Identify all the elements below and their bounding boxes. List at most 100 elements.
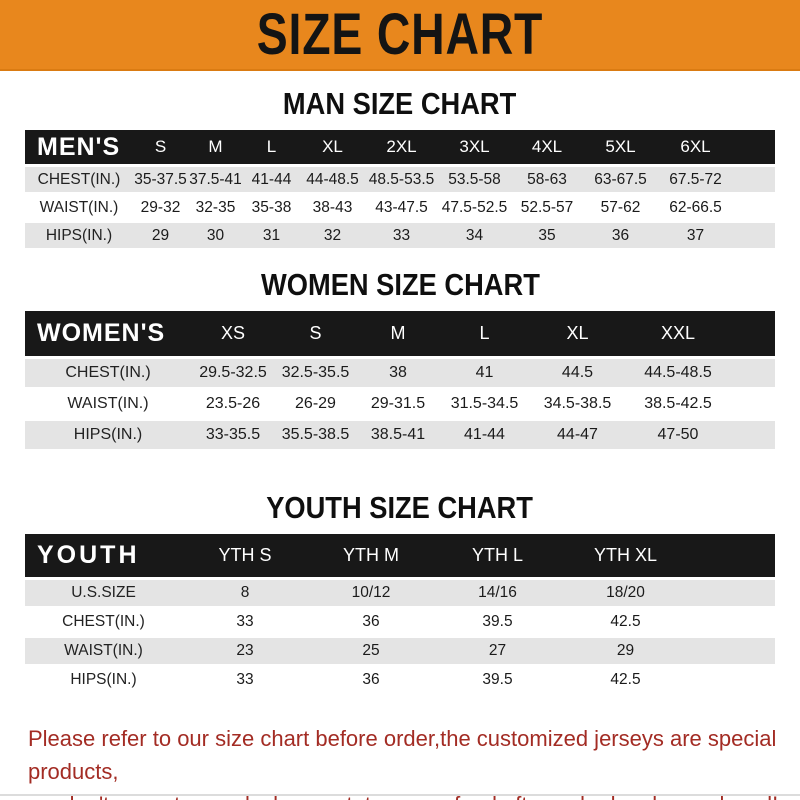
men-hips-row: HIPS(IN.) 29 30 31 32 33 34 35 36 37 — [25, 223, 775, 248]
men-size-table: MEN'S S M L XL 2XL 3XL 4XL 5XL 6XL CHEST… — [25, 127, 775, 251]
women-col-spacer — [730, 311, 775, 356]
cell: 29 — [133, 223, 188, 248]
cell: 33 — [182, 609, 308, 635]
cell: 47.5-52.5 — [438, 195, 511, 220]
cell: 48.5-53.5 — [365, 167, 438, 192]
bottom-divider — [0, 794, 800, 796]
cell: 58-63 — [511, 167, 583, 192]
cell: 10/12 — [308, 580, 434, 606]
men-chest-row: CHEST(IN.) 35-37.5 37.5-41 41-44 44-48.5… — [25, 167, 775, 192]
cell: 29-32 — [133, 195, 188, 220]
men-table-label: MEN'S — [25, 130, 133, 164]
cell: 30 — [188, 223, 243, 248]
youth-section-heading-text: YOUTH SIZE CHART — [266, 490, 534, 525]
cell: 32 — [300, 223, 365, 248]
men-waist-row: WAIST(IN.) 29-32 32-35 35-38 38-43 43-47… — [25, 195, 775, 220]
cell: 33 — [182, 667, 308, 693]
men-col-s: S — [133, 130, 188, 164]
cell: 42.5 — [561, 667, 690, 693]
cell: 38.5-41 — [356, 421, 440, 449]
cell: 8 — [182, 580, 308, 606]
order-note: Please refer to our size chart before or… — [28, 722, 800, 800]
women-col-m: M — [356, 311, 440, 356]
youth-header-row: YOUTH YTH S YTH M YTH L YTH XL — [25, 534, 775, 577]
women-header-row: WOMEN'S XS S M L XL XXL — [25, 311, 775, 356]
cell: 42.5 — [561, 609, 690, 635]
cell: 44.5-48.5 — [626, 359, 730, 387]
cell: 44-47 — [529, 421, 626, 449]
cell: 34.5-38.5 — [529, 390, 626, 418]
men-header-row: MEN'S S M L XL 2XL 3XL 4XL 5XL 6XL — [25, 130, 775, 164]
youth-section-heading: YOUTH SIZE CHART — [0, 490, 800, 526]
cell: 44-48.5 — [300, 167, 365, 192]
cell-spacer — [730, 390, 775, 418]
youth-hips-row: HIPS(IN.) 33 36 39.5 42.5 — [25, 667, 775, 693]
cell: 62-66.5 — [658, 195, 733, 220]
youth-chest-row: CHEST(IN.) 33 36 39.5 42.5 — [25, 609, 775, 635]
youth-table-label: YOUTH — [25, 534, 182, 577]
cell: 31 — [243, 223, 300, 248]
cell: 32.5-35.5 — [275, 359, 356, 387]
cell: 35-37.5 — [133, 167, 188, 192]
cell-spacer — [690, 638, 775, 664]
women-hips-row: HIPS(IN.) 33-35.5 35.5-38.5 38.5-41 41-4… — [25, 421, 775, 449]
cell: 29-31.5 — [356, 390, 440, 418]
youth-waist-row: WAIST(IN.) 23 25 27 29 — [25, 638, 775, 664]
men-col-5xl: 5XL — [583, 130, 658, 164]
women-col-xl: XL — [529, 311, 626, 356]
page-title: SIZE CHART — [256, 2, 544, 67]
women-col-xxl: XXL — [626, 311, 730, 356]
men-col-l: L — [243, 130, 300, 164]
women-size-table: WOMEN'S XS S M L XL XXL CHEST(IN.) 29.5-… — [25, 308, 775, 452]
cell: 31.5-34.5 — [440, 390, 529, 418]
youth-col-xl: YTH XL — [561, 534, 690, 577]
cell: 52.5-57 — [511, 195, 583, 220]
cell: 41-44 — [243, 167, 300, 192]
banner: SIZE CHART — [0, 0, 800, 71]
youth-ussize-row: U.S.SIZE 8 10/12 14/16 18/20 — [25, 580, 775, 606]
women-chest-row: CHEST(IN.) 29.5-32.5 32.5-35.5 38 41 44.… — [25, 359, 775, 387]
cell: 47-50 — [626, 421, 730, 449]
cell: 43-47.5 — [365, 195, 438, 220]
youth-size-table: YOUTH YTH S YTH M YTH L YTH XL U.S.SIZE … — [25, 531, 775, 696]
cell: 36 — [308, 667, 434, 693]
men-section-heading: MAN SIZE CHART — [0, 86, 800, 122]
cell: 41-44 — [440, 421, 529, 449]
row-label: HIPS(IN.) — [25, 421, 191, 449]
cell: 34 — [438, 223, 511, 248]
cell: 37.5-41 — [188, 167, 243, 192]
cell: 27 — [434, 638, 561, 664]
cell: 38 — [356, 359, 440, 387]
youth-section: YOUTH SIZE CHART YOUTH YTH S YTH M YTH L… — [0, 490, 800, 696]
women-col-l: L — [440, 311, 529, 356]
row-label: HIPS(IN.) — [25, 223, 133, 248]
cell: 63-67.5 — [583, 167, 658, 192]
cell: 41 — [440, 359, 529, 387]
cell: 25 — [308, 638, 434, 664]
cell: 29 — [561, 638, 690, 664]
cell: 38-43 — [300, 195, 365, 220]
cell: 33-35.5 — [191, 421, 275, 449]
cell: 67.5-72 — [658, 167, 733, 192]
youth-col-spacer — [690, 534, 775, 577]
women-col-xs: XS — [191, 311, 275, 356]
cell: 39.5 — [434, 609, 561, 635]
youth-col-m: YTH M — [308, 534, 434, 577]
cell: 53.5-58 — [438, 167, 511, 192]
cell: 35 — [511, 223, 583, 248]
cell-spacer — [690, 580, 775, 606]
cell: 35-38 — [243, 195, 300, 220]
women-section-heading: WOMEN SIZE CHART — [0, 267, 800, 303]
cell-spacer — [733, 223, 775, 248]
men-col-m: M — [188, 130, 243, 164]
cell: 14/16 — [434, 580, 561, 606]
cell: 35.5-38.5 — [275, 421, 356, 449]
cell: 57-62 — [583, 195, 658, 220]
women-table-label: WOMEN'S — [25, 311, 191, 356]
row-label: U.S.SIZE — [25, 580, 182, 606]
women-section: WOMEN SIZE CHART WOMEN'S XS S M L XL XXL — [0, 267, 800, 452]
cell: 39.5 — [434, 667, 561, 693]
cell: 36 — [308, 609, 434, 635]
row-label: HIPS(IN.) — [25, 667, 182, 693]
